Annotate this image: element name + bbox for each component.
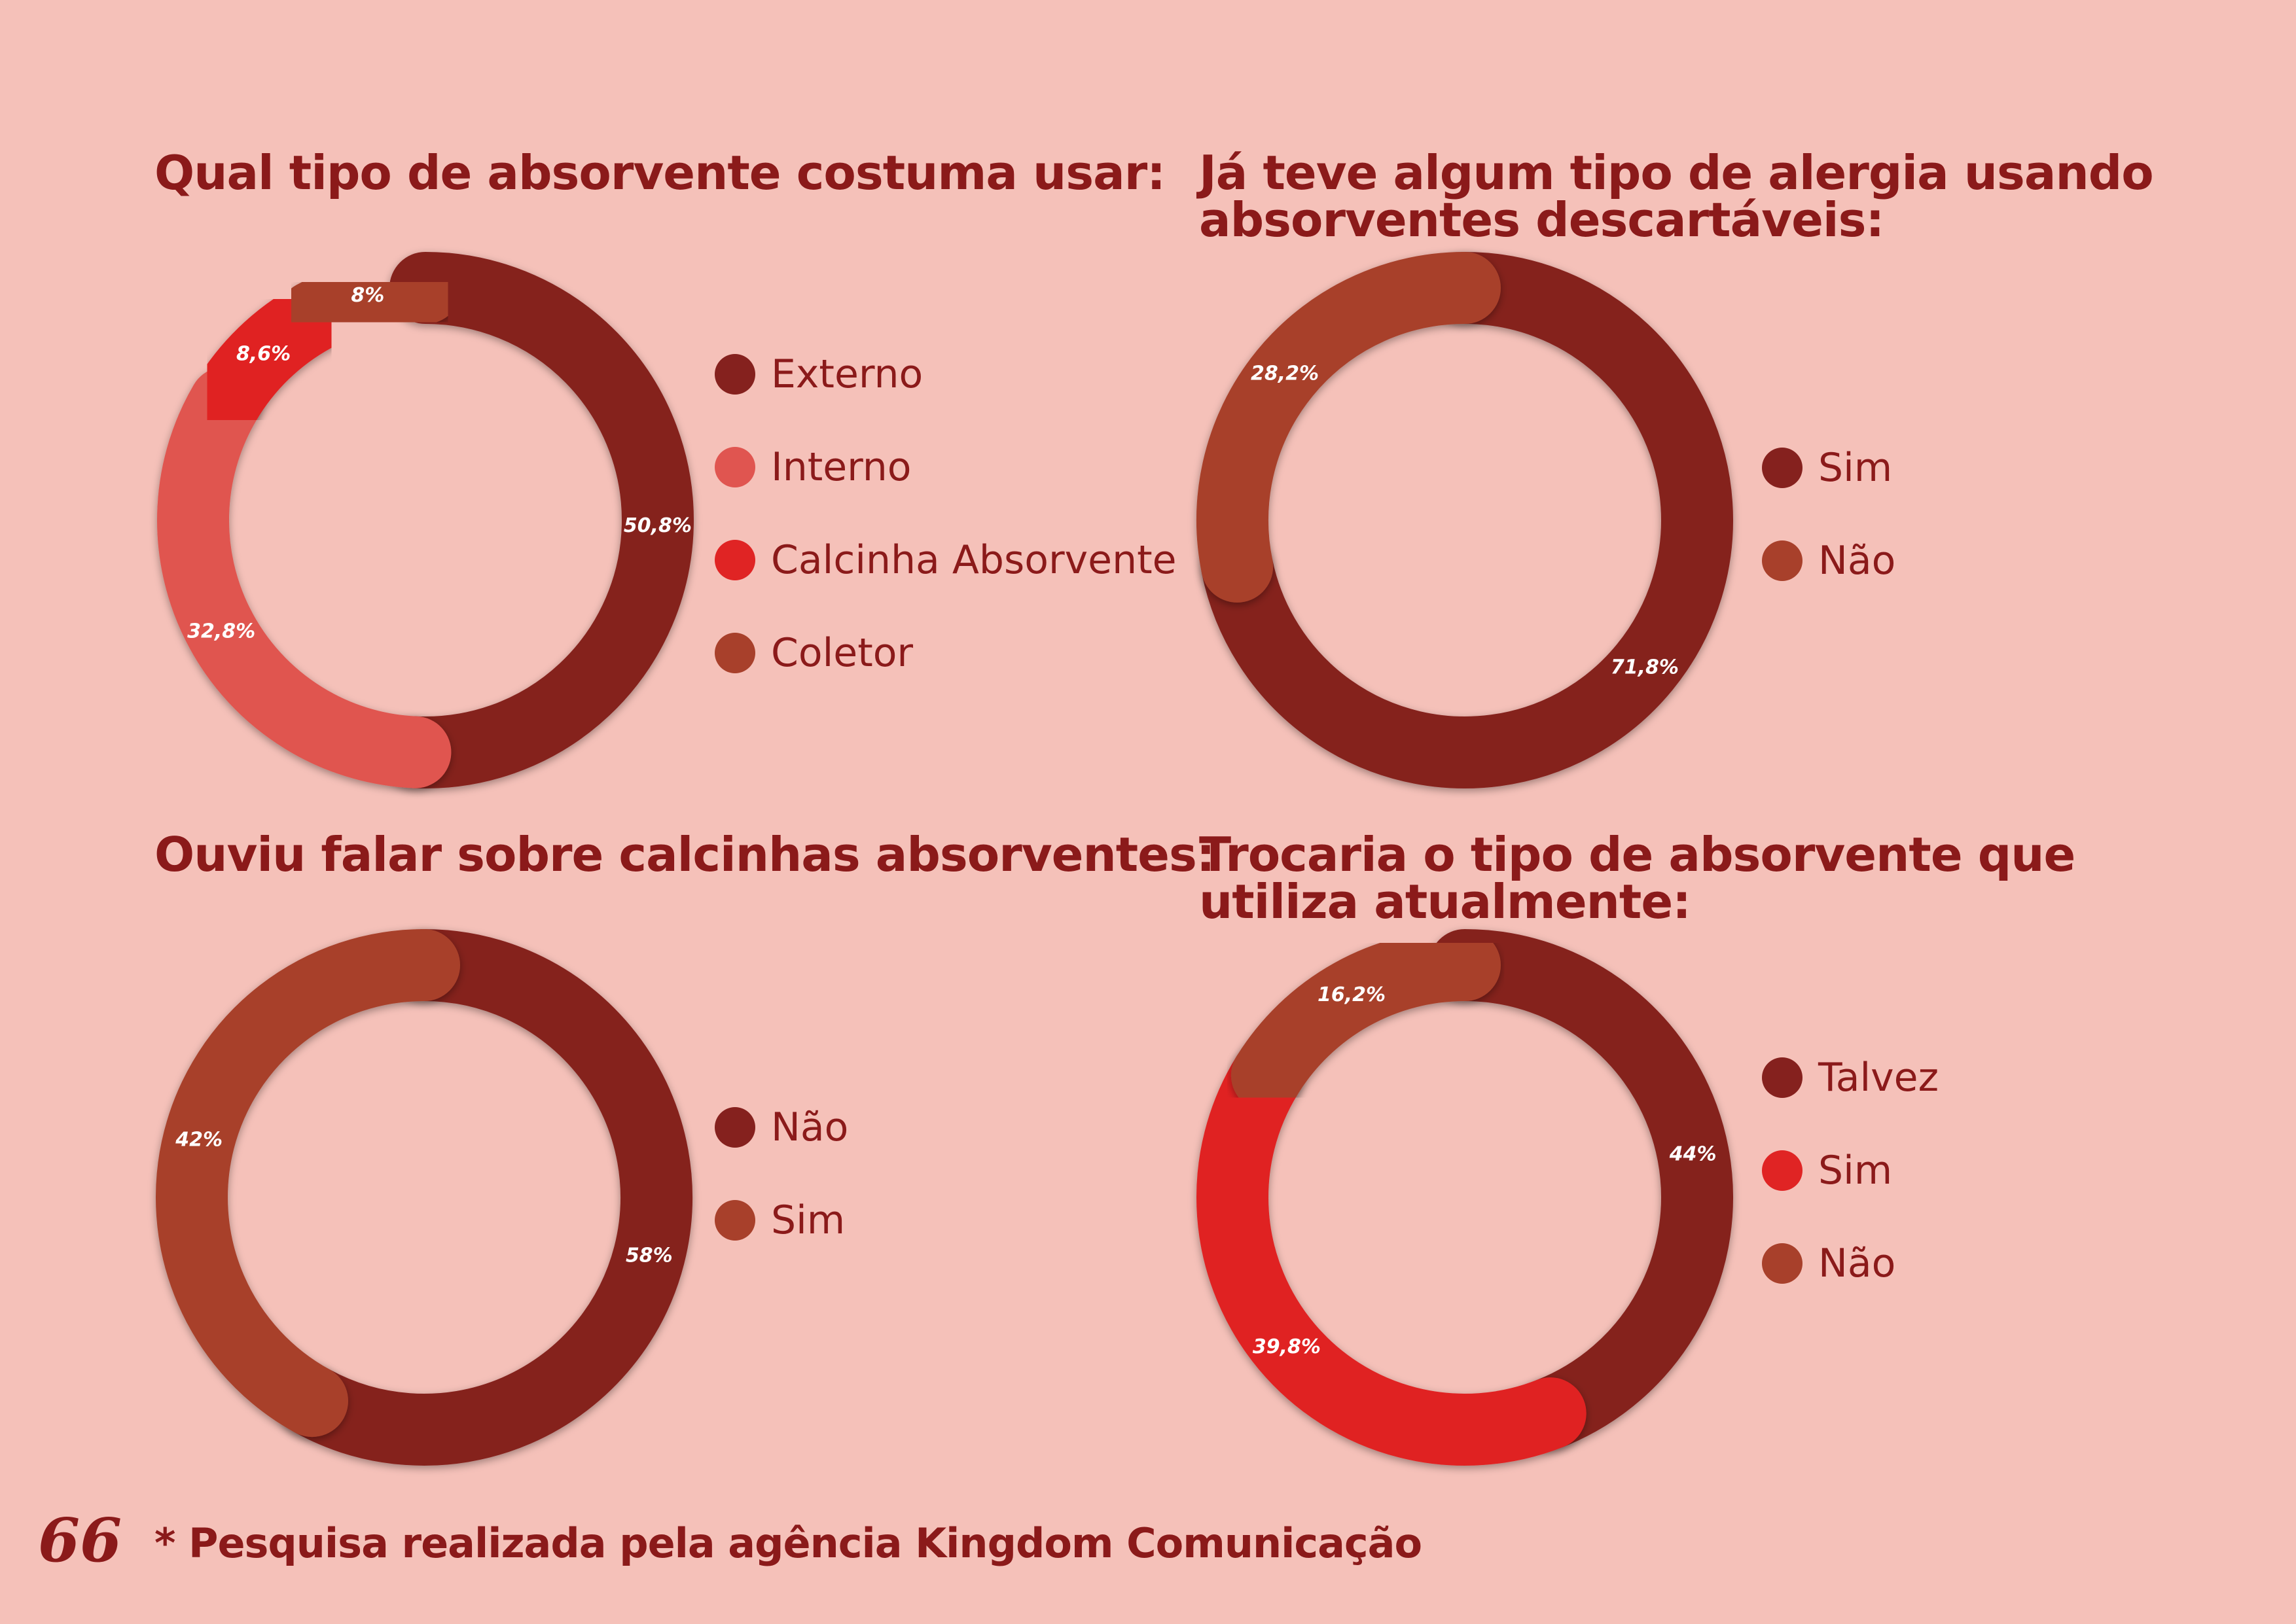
legend-swatch [1762, 1243, 1803, 1284]
legend-item-sim: Sim [1762, 1148, 1939, 1193]
legend-label: Não [771, 1104, 849, 1150]
slice-label-externo: 50,8% [624, 514, 692, 537]
legend-label: Sim [1818, 1148, 1893, 1193]
slice-talvez [1429, 929, 1733, 1450]
legend-item-nao: Não [715, 1104, 848, 1150]
legend-item-coletor: Coletor [715, 630, 1177, 676]
slice-label-coletor: 8% [351, 284, 384, 307]
legend-swatch [1762, 448, 1803, 488]
chart-2-legend: Sim Não [1762, 445, 1895, 631]
legend-label: Não [1818, 538, 1896, 584]
legend-swatch [715, 540, 755, 580]
slice-sim [156, 929, 460, 1438]
chart-3-donut: 58% 42% [156, 929, 692, 1466]
slice-sim [1196, 1039, 1587, 1466]
chart-4-title-line-1: Trocaria o tipo de absorvente que [1199, 827, 2075, 882]
chart-3-legend: Não Sim [715, 1104, 848, 1290]
chart-4-title: Trocaria o tipo de absorvente que utiliz… [1199, 831, 2075, 925]
slice-label-nao: 28,2% [1251, 362, 1319, 385]
slice-label-nao: 58% [626, 1244, 673, 1267]
legend-label: Coletor [771, 630, 914, 676]
slice-coletor [278, 252, 461, 353]
slice-label-interno: 32,8% [187, 620, 255, 643]
legend-swatch [715, 354, 755, 395]
chart-2-title-line-1: Já teve algum tipo de alergia usando [1199, 145, 2154, 200]
legend-label: Sim [771, 1197, 846, 1243]
legend-swatch [1762, 540, 1803, 581]
slice-nao [276, 929, 692, 1466]
legend-label: Externo [771, 351, 924, 397]
chart-4-donut: 44% 39,8% 16,2% [1196, 929, 1733, 1466]
slice-nao [1196, 252, 1501, 603]
legend-item-nao: Não [1762, 1241, 1939, 1286]
slice-label-sim: 71,8% [1611, 656, 1679, 679]
legend-label: Calcinha Absorvente [771, 537, 1177, 583]
page-number: 66 [38, 1505, 122, 1576]
legend-label: Sim [1818, 445, 1893, 491]
legend-label: Não [1818, 1241, 1896, 1286]
legend-item-nao: Não [1762, 538, 1895, 584]
chart-1-donut: 50,8% 32,8% 8,6% 8% [157, 252, 694, 788]
slice-externo [379, 252, 694, 788]
legend-item-sim: Sim [1762, 445, 1895, 491]
chart-4-title-line-2: utiliza atualmente: [1199, 874, 1691, 929]
legend-item-calcinha-absorvente: Calcinha Absorvente [715, 537, 1177, 583]
chart-3-title: Ouviu falar sobre calcinhas absorventes: [154, 827, 1215, 882]
legend-swatch [715, 1107, 755, 1148]
slice-label-sim: 42% [175, 1129, 223, 1152]
slice-nao [1230, 929, 1501, 1112]
legend-label: Talvez [1818, 1055, 1939, 1101]
chart-2-title: Já teve algum tipo de alergia usando abs… [1199, 149, 2154, 243]
legend-swatch [1762, 1150, 1803, 1191]
chart-1-legend: Externo Interno Calcinha Absorvente Coletor [715, 351, 1177, 723]
legend-item-externo: Externo [715, 351, 1177, 397]
slice-label-talvez: 44% [1669, 1142, 1717, 1165]
chart-2-title-line-2: absorventes descartáveis: [1199, 192, 1884, 247]
legend-swatch [1762, 1057, 1803, 1098]
slice-interno [157, 366, 452, 788]
legend-label: Interno [771, 444, 912, 490]
chart-2-donut: 71,8% 28,2% [1196, 252, 1733, 788]
slice-sim [1201, 252, 1733, 788]
legend-item-talvez: Talvez [1762, 1055, 1939, 1101]
legend-swatch [715, 1200, 755, 1241]
slice-label-calcinha-absorvente: 8,6% [236, 342, 291, 365]
legend-swatch [715, 633, 755, 673]
legend-swatch [715, 447, 755, 487]
survey-footnote: * Pesquisa realizada pela agência Kingdo… [154, 1519, 1422, 1567]
legend-item-sim: Sim [715, 1197, 848, 1243]
chart-1-title: Qual tipo de absorvente costuma usar: [154, 145, 1166, 200]
slice-label-sim: 39,8% [1253, 1335, 1321, 1358]
chart-4-legend: Talvez Sim Não [1762, 1055, 1939, 1333]
legend-item-interno: Interno [715, 444, 1177, 490]
slice-label-nao: 16,2% [1318, 983, 1386, 1006]
